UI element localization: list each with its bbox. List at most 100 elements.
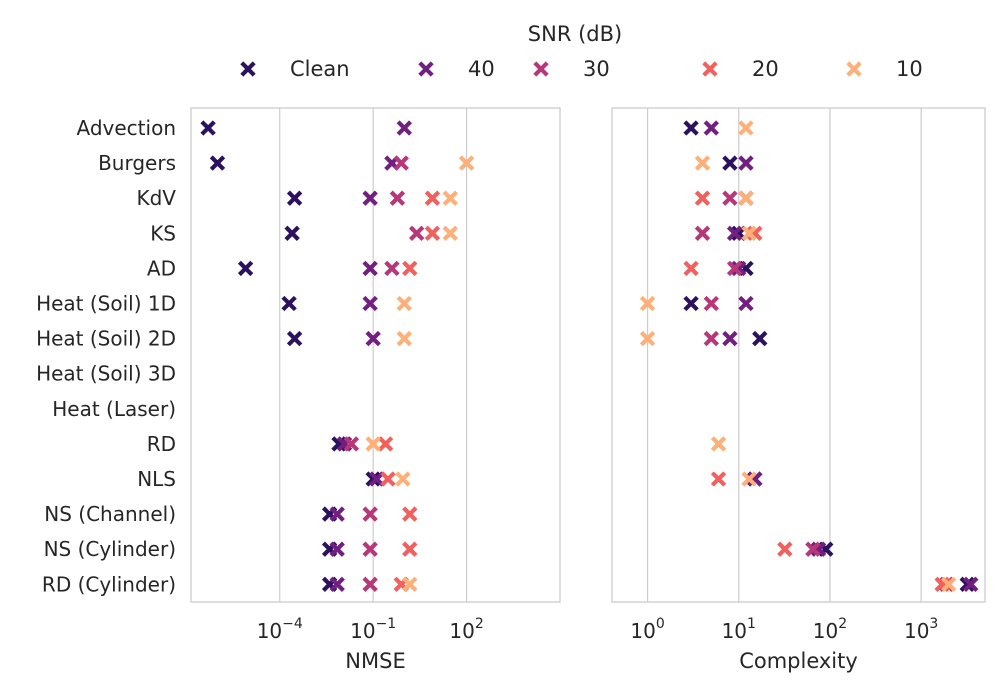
y-tick-label-rd-cylinder: RD (Cylinder) (42, 572, 176, 596)
complexity-panel: 100 101 102 103 Complexity (611, 107, 986, 673)
nmse-point-10-ks (442, 225, 458, 241)
nmse-point-20-ns-cylinder (402, 541, 418, 557)
legend-label-20: 20 (752, 57, 779, 81)
nmse-point-20-rd (377, 436, 394, 452)
nmse-point-10-heat-soil-2d (396, 330, 412, 347)
complexity-point-10-heat-soil-2d (639, 330, 656, 347)
nmse-point-30-rd (343, 436, 360, 452)
nmse-x-axis-label: NMSE (345, 649, 405, 673)
complexity-point-30-kdv (722, 190, 738, 206)
complexity-point-40-advection (703, 120, 719, 136)
nmse-point-40-advection (396, 120, 412, 136)
nmse-point-10-nls (395, 471, 411, 487)
y-tick-label-heat-soil-2d: Heat (Soil) 2D (36, 327, 176, 351)
nmse-point-40-heat-soil-1d (362, 295, 378, 312)
nmse-point-20-nls (380, 471, 396, 487)
nmse-point-10-burgers (458, 155, 475, 171)
complexity-point-40-ks (726, 225, 743, 241)
complexity-point-10-rd-cylinder (940, 576, 957, 592)
nmse-point-20-ks (424, 225, 441, 241)
complexity-point-20-nls (710, 471, 727, 487)
complexity-x-tick-label: 102 (813, 616, 847, 643)
y-tick-label-ad: AD (147, 256, 176, 280)
complexity-x-tick-label: 101 (722, 616, 756, 643)
complexity-point-clean-rd-cylinder (959, 576, 975, 592)
nmse-point-40-kdv (362, 190, 378, 206)
legend-label-40: 40 (468, 57, 495, 81)
complexity-point-40-burgers (738, 155, 754, 171)
y-tick-label-ns-cylinder: NS (Cylinder) (44, 537, 176, 561)
complexity-x-tick-label: 103 (904, 616, 938, 643)
nmse-point-40-ns-cylinder (329, 541, 345, 557)
nmse-point-10-heat-soil-1d (396, 295, 412, 312)
legend-label-30: 30 (583, 57, 610, 81)
legend-marker-30 (533, 61, 549, 77)
nmse-point-clean-kdv (286, 190, 303, 206)
nmse-point-30-ad (384, 260, 400, 277)
y-tick-label-heat-soil-3d: Heat (Soil) 3D (36, 362, 176, 386)
complexity-point-20-kdv (694, 190, 711, 206)
complexity-point-clean-burgers (722, 155, 738, 171)
nmse-point-10-kdv (442, 190, 458, 206)
nmse-point-clean-heat-soil-1d (281, 295, 297, 312)
complexity-point-10-advection (738, 120, 754, 136)
nmse-point-40-ad (362, 260, 378, 277)
complexity-x-tick-label: 100 (630, 616, 664, 643)
nmse-point-10-rd-cylinder (402, 576, 418, 592)
nmse-x-tick-label: 102 (449, 616, 483, 643)
legend-marker-clean (240, 61, 256, 77)
legend-marker-40 (418, 61, 434, 77)
nmse-x-tick-label: 10−4 (257, 616, 303, 643)
complexity-point-40-heat-soil-1d (738, 295, 754, 312)
complexity-point-20-ad (683, 260, 699, 277)
nmse-axes-frame (190, 107, 561, 603)
nmse-point-20-ns-channel (402, 506, 418, 522)
nmse-x-tick-label: 10−1 (350, 616, 396, 643)
complexity-point-10-kdv (738, 190, 754, 206)
complexity-point-clean-advection (683, 120, 699, 136)
complexity-point-clean-heat-soil-2d (752, 330, 768, 347)
y-tick-label-kdv: KdV (137, 186, 177, 210)
nmse-point-30-ns-cylinder (362, 541, 378, 557)
y-tick-label-ns-channel: NS (Channel) (44, 502, 176, 526)
nmse-point-10-rd (365, 436, 381, 452)
complexity-point-clean-heat-soil-1d (683, 295, 699, 312)
complexity-point-40-ad (731, 260, 747, 277)
complexity-point-10-nls (741, 471, 757, 487)
complexity-point-20-ns-cylinder (777, 541, 793, 557)
nmse-point-clean-burgers (209, 155, 226, 171)
complexity-point-30-ks (694, 225, 711, 241)
nmse-point-30-ks (409, 225, 425, 241)
nmse-point-40-rd-cylinder (329, 576, 345, 592)
legend: SNR (dB) Clean 40 30 20 10 (240, 22, 923, 81)
nmse-point-30-burgers (393, 155, 409, 171)
y-tick-label-burgers: Burgers (98, 151, 176, 175)
legend-label-10: 10 (896, 57, 923, 81)
y-tick-label-heat-laser: Heat (Laser) (52, 397, 176, 421)
complexity-axes-frame (611, 107, 986, 603)
nmse-point-20-ad (402, 260, 418, 277)
nmse-point-40-heat-soil-2d (365, 330, 381, 347)
nmse-point-clean-ks (284, 225, 300, 241)
nmse-point-clean-advection (200, 120, 216, 136)
y-tick-label-rd: RD (147, 432, 176, 456)
y-axis-labels: Advection Burgers KdV KS AD Heat (Soil) 1D Hea… (36, 116, 176, 596)
nmse-point-clean-nls (365, 471, 381, 487)
nmse-panel: 10−4 10−1 102 NMSE (190, 107, 561, 673)
nmse-point-clean-heat-soil-2d (286, 330, 303, 347)
nmse-point-30-rd-cylinder (362, 576, 378, 592)
legend-title: SNR (dB) (528, 22, 622, 46)
complexity-point-30-ad (726, 260, 743, 277)
y-tick-label-nls: NLS (137, 467, 176, 491)
complexity-point-30-heat-soil-1d (703, 295, 719, 312)
nmse-point-40-nls (369, 471, 385, 487)
legend-marker-20 (702, 61, 718, 77)
complexity-point-10-burgers (694, 155, 711, 171)
nmse-point-clean-ad (237, 260, 254, 277)
y-tick-label-advection: Advection (77, 116, 176, 140)
complexity-point-10-ks (741, 225, 757, 241)
complexity-point-40-heat-soil-2d (722, 330, 738, 347)
y-tick-label-ks: KS (150, 221, 176, 245)
legend-label-clean: Clean (290, 57, 350, 81)
